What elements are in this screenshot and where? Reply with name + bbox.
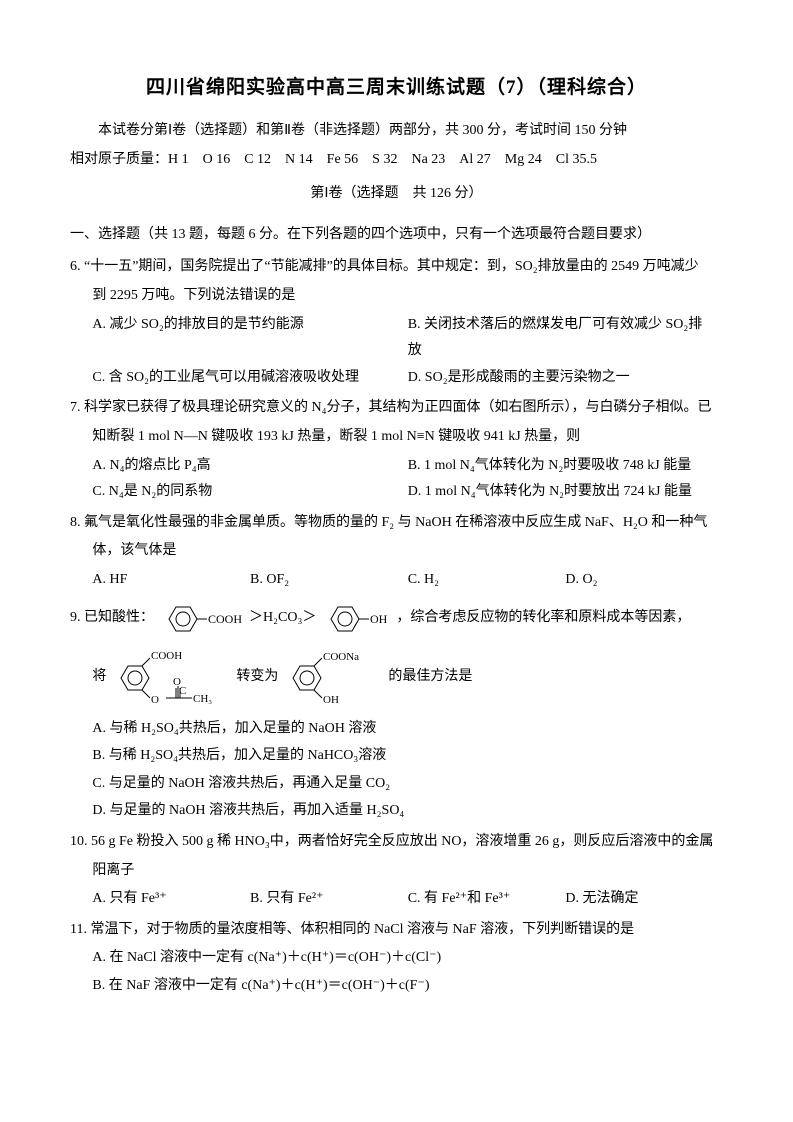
option-9a: A. 与稀 H₂SO₄共热后，加入足量的 NaOH 溶液 xyxy=(92,716,723,743)
question-8-cont: 体，该气体是 xyxy=(70,538,723,565)
question-6-options: A. 减少 SO₂的排放目的是节约能源 B. 关闭技术落后的燃煤发电厂可有效减少… xyxy=(70,312,723,392)
svg-text:OH: OH xyxy=(370,612,388,626)
question-8-stem: 8. 氟气是氧化性最强的非金属单质。等物质的量的 F₂ 与 NaOH 在稀溶液中… xyxy=(70,510,723,537)
question-7-cont: 知断裂 1 mol N—N 键吸收 193 kJ 热量，断裂 1 mol N≡N… xyxy=(70,424,723,451)
option-9b: B. 与稀 H₂SO₄共热后，加入足量的 NaHCO₃溶液 xyxy=(92,743,723,770)
section-1-header: 第Ⅰ卷（选择题 共 126 分） xyxy=(70,181,723,208)
question-8-options: A. HF B. OF₂ C. H₂ D. O₂ xyxy=(70,567,723,594)
question-11: 11. 常温下，对于物质的量浓度相等、体积相同的 NaCl 溶液与 NaF 溶液… xyxy=(70,917,723,1000)
svg-text:COOH: COOH xyxy=(151,650,182,662)
question-7: 7. 科学家已获得了极具理论研究意义的 N₄分子，其结构为正四面体（如右图所示）… xyxy=(70,395,723,505)
molecule-benzoic-acid-icon: COOH xyxy=(154,598,249,640)
svg-text:OH: OH xyxy=(323,694,339,706)
question-9-l2b: 转变为 xyxy=(236,664,278,691)
option-9c: C. 与足量的 NaOH 溶液共热后，再通入足量 CO₂ xyxy=(92,771,723,798)
option-10b: B. 只有 Fe²⁺ xyxy=(250,886,408,913)
question-7-options: A. N₄的熔点比 P₄高 B. 1 mol N₄气体转化为 N₂时要吸收 74… xyxy=(70,453,723,506)
svg-text:COOH: COOH xyxy=(208,612,242,626)
question-6: 6. “十一五”期间，国务院提出了“节能减排”的具体目标。其中规定：到，SO₂排… xyxy=(70,254,723,391)
question-6-stem: 6. “十一五”期间，国务院提出了“节能减排”的具体目标。其中规定：到，SO₂排… xyxy=(70,254,723,281)
question-10: 10. 56 g Fe 粉投入 500 g 稀 HNO₃中，两者恰好完全反应放出… xyxy=(70,829,723,913)
page-title: 四川省绵阳实验高中高三周末训练试题（7）（理科综合） xyxy=(70,70,723,106)
exam-page: 四川省绵阳实验高中高三周末训练试题（7）（理科综合） 本试卷分第Ⅰ卷（选择题）和… xyxy=(0,0,793,1122)
question-10-options: A. 只有 Fe³⁺ B. 只有 Fe²⁺ C. 有 Fe²⁺和 Fe³⁺ D.… xyxy=(70,886,723,913)
section-1-instructions: 一、选择题（共 13 题，每题 6 分。在下列各题的四个选项中，只有一个选项最符… xyxy=(70,222,723,249)
question-9-post: ，综合考虑反应物的转化率和原料成本等因素， xyxy=(396,605,690,632)
svg-text:COONa: COONa xyxy=(323,651,359,663)
question-10-cont: 阳离子 xyxy=(70,858,723,885)
option-10a: A. 只有 Fe³⁺ xyxy=(92,886,250,913)
molecule-phenol-icon: OH xyxy=(316,598,396,640)
question-8: 8. 氟气是氧化性最强的非金属单质。等物质的量的 F₂ 与 NaOH 在稀溶液中… xyxy=(70,510,723,594)
question-9-line1: 9. 已知酸性： COOH ＞H₂CO₃＞ OH ，综合 xyxy=(70,598,723,640)
svg-text:C: C xyxy=(179,685,186,697)
option-9d: D. 与足量的 NaOH 溶液共热后，再加入适量 H₂SO₄ xyxy=(92,798,723,825)
question-9-l2c: 的最佳方法是 xyxy=(388,664,472,691)
question-9: 9. 已知酸性： COOH ＞H₂CO₃＞ OH ，综合 xyxy=(70,598,723,825)
option-6a: A. 减少 SO₂的排放目的是节约能源 xyxy=(92,312,407,365)
question-9-mid: ＞H₂CO₃＞ xyxy=(249,605,316,632)
question-10-stem: 10. 56 g Fe 粉投入 500 g 稀 HNO₃中，两者恰好完全反应放出… xyxy=(70,829,723,856)
option-8a: A. HF xyxy=(92,567,250,594)
intro-text: 本试卷分第Ⅰ卷（选择题）和第Ⅱ卷（非选择题）两部分，共 300 分，考试时间 1… xyxy=(70,118,723,145)
option-7c: C. N₄是 N₂的同系物 xyxy=(92,479,407,506)
question-11-options: A. 在 NaCl 溶液中一定有 c(Na⁺)＋c(H⁺)＝c(OH⁻)＋c(C… xyxy=(70,945,723,999)
option-7a: A. N₄的熔点比 P₄高 xyxy=(92,453,407,480)
option-6d: D. SO₂是形成酸雨的主要污染物之一 xyxy=(408,365,723,392)
question-9-pre: 9. 已知酸性： xyxy=(70,605,154,632)
option-6b: B. 关闭技术落后的燃煤发电厂可有效减少 SO₂排放 xyxy=(408,312,723,365)
molecule-aspirin-icon: COOH O O C CH₃ xyxy=(106,644,236,712)
option-11b: B. 在 NaF 溶液中一定有 c(Na⁺)＋c(H⁺)＝c(OH⁻)＋c(F⁻… xyxy=(92,973,723,1000)
svg-text:O: O xyxy=(151,694,159,706)
option-8c: C. H₂ xyxy=(408,567,566,594)
svg-text:CH₃: CH₃ xyxy=(193,693,212,705)
molecule-sodium-salicylate-icon: COONa OH xyxy=(278,648,388,708)
question-11-stem: 11. 常温下，对于物质的量浓度相等、体积相同的 NaCl 溶液与 NaF 溶液… xyxy=(70,917,723,944)
option-10c: C. 有 Fe²⁺和 Fe³⁺ xyxy=(408,886,566,913)
question-9-l2a: 将 xyxy=(92,664,106,691)
option-7b: B. 1 mol N₄气体转化为 N₂时要吸收 748 kJ 能量 xyxy=(408,453,723,480)
option-10d: D. 无法确定 xyxy=(565,886,723,913)
question-6-cont: 到 2295 万吨。下列说法错误的是 xyxy=(70,283,723,310)
option-6c: C. 含 SO₂的工业尾气可以用碱溶液吸收处理 xyxy=(92,365,407,392)
question-7-stem: 7. 科学家已获得了极具理论研究意义的 N₄分子，其结构为正四面体（如右图所示）… xyxy=(70,395,723,422)
option-8d: D. O₂ xyxy=(565,567,723,594)
option-11a: A. 在 NaCl 溶液中一定有 c(Na⁺)＋c(H⁺)＝c(OH⁻)＋c(C… xyxy=(92,945,723,972)
atomic-mass-text: 相对原子质量：H 1 O 16 C 12 N 14 Fe 56 S 32 Na … xyxy=(70,147,723,174)
option-7d: D. 1 mol N₄气体转化为 N₂时要放出 724 kJ 能量 xyxy=(408,479,723,506)
question-9-line2: 将 COOH O O C CH₃ xyxy=(70,644,723,712)
question-9-options: A. 与稀 H₂SO₄共热后，加入足量的 NaOH 溶液 B. 与稀 H₂SO₄… xyxy=(70,716,723,825)
option-8b: B. OF₂ xyxy=(250,567,408,594)
